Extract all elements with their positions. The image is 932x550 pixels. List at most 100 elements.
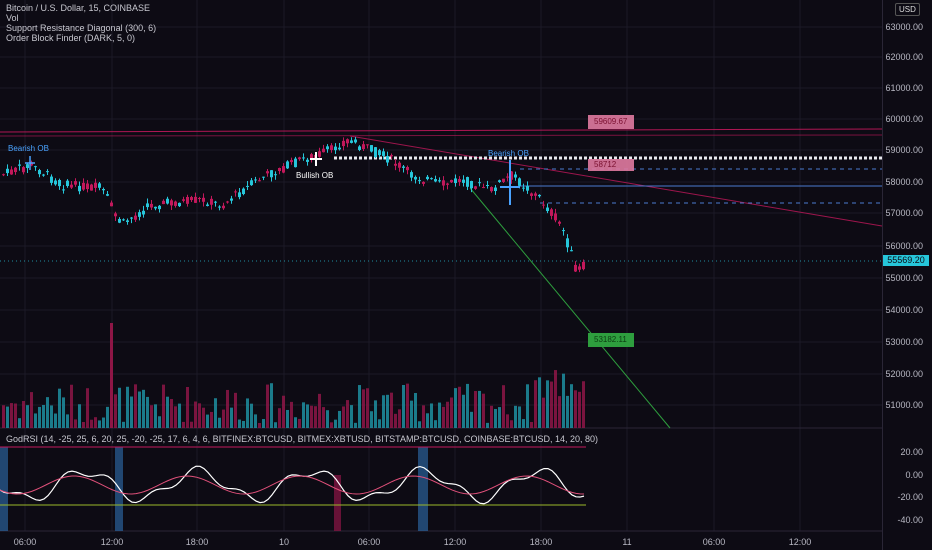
candle-body	[10, 169, 13, 175]
candle-body	[278, 167, 281, 172]
candle-body	[246, 185, 249, 187]
candle-body	[138, 212, 141, 217]
volume-bar	[378, 419, 381, 428]
candle-body	[526, 186, 529, 191]
resistance-line-2	[0, 134, 883, 137]
volume-bar	[158, 416, 161, 428]
volume-bar	[518, 406, 521, 428]
price-tick-label: 51000.00	[885, 400, 923, 410]
time-tick-label: 12:00	[788, 537, 812, 547]
candle-body	[442, 180, 445, 186]
srd-indicator-label[interactable]: Support Resistance Diagonal (300, 6)	[6, 23, 157, 33]
candle-body	[178, 202, 181, 207]
volume-bar	[514, 405, 517, 428]
volume-bar	[306, 404, 309, 428]
symbol-title[interactable]: Bitcoin / U.S. Dollar, 15, COINBASE	[6, 3, 151, 13]
volume-bar	[254, 414, 257, 428]
candle-body	[426, 176, 429, 180]
volume-bar	[114, 394, 117, 428]
candle-body	[286, 161, 289, 169]
price-tick-label: 55000.00	[885, 273, 923, 283]
candle-body	[382, 151, 385, 156]
volume-bar	[130, 396, 133, 428]
volume-bar	[90, 419, 93, 428]
candle-body	[550, 209, 553, 216]
volume-bar	[426, 413, 429, 428]
candle-body	[446, 183, 449, 185]
candle-body	[402, 166, 405, 168]
candle-body	[502, 178, 505, 182]
volume-bar	[434, 420, 437, 428]
volume-bar	[466, 383, 469, 428]
bearish-ob-marker-2	[500, 160, 520, 205]
price-axis[interactable]: 63000.00 62000.00 61000.00 60000.00 59000.00…	[882, 0, 932, 550]
resistance-price-box	[588, 115, 634, 129]
candle-body	[530, 193, 533, 196]
volume-bar	[394, 413, 397, 428]
volume-bar	[354, 422, 357, 428]
volume-bar	[110, 323, 113, 428]
candle-body	[98, 183, 101, 188]
support-price-box	[588, 333, 634, 347]
resistance-price-label: 59609.67	[594, 117, 628, 126]
volume-bar	[270, 383, 273, 428]
candle-body	[210, 198, 213, 205]
volume-bar	[554, 370, 557, 428]
volume-bar	[218, 417, 221, 428]
candle-body	[582, 261, 585, 270]
candle-body	[574, 264, 577, 272]
volume-bar	[134, 384, 137, 428]
candle-body	[494, 187, 497, 192]
volume-bar	[490, 405, 493, 428]
candle-body	[438, 180, 441, 182]
volume-bar	[10, 403, 13, 428]
candle-body	[478, 182, 481, 184]
volume-bar	[38, 406, 41, 428]
candle-body	[326, 146, 329, 150]
volume-bar	[330, 422, 333, 428]
volume-bar	[462, 394, 465, 428]
candle-body	[542, 204, 545, 206]
diagonal-support	[469, 187, 671, 429]
currency-button[interactable]: USD	[895, 3, 920, 16]
price-tick-label: 53000.00	[885, 337, 923, 347]
candle-body	[546, 207, 549, 212]
candle-body	[54, 180, 57, 185]
candle-body	[150, 203, 153, 208]
volume-bar	[66, 414, 69, 428]
volume-bar	[18, 418, 21, 428]
volume-bar	[30, 392, 33, 428]
candle-body	[14, 167, 17, 173]
volume-bar	[482, 393, 485, 428]
candle-body	[202, 197, 205, 202]
candle-body	[302, 157, 305, 159]
vol-indicator-label[interactable]: Vol	[6, 13, 19, 23]
candle-body	[206, 204, 209, 206]
candle-body	[110, 202, 113, 207]
rsi-tick-label: -40.00	[897, 515, 923, 525]
volume-bar	[2, 405, 5, 428]
candle-body	[222, 205, 225, 209]
candle-body	[518, 178, 521, 186]
candle-body	[22, 167, 25, 173]
rsi-legend[interactable]: GodRSI (14, -25, 25, 6, 20, 25, -20, -25…	[6, 434, 599, 444]
volume-bar	[526, 384, 529, 428]
volume-bar	[474, 391, 477, 428]
candle-body	[454, 178, 457, 184]
price-tick-label: 56000.00	[885, 241, 923, 251]
volume-bar	[26, 405, 29, 428]
volume-bar	[162, 384, 165, 428]
volume-bar	[274, 422, 277, 428]
volume-bar	[106, 406, 109, 428]
volume-bar	[406, 383, 409, 428]
candle-body	[334, 146, 337, 151]
candle-body	[510, 171, 513, 180]
candle-body	[134, 215, 137, 220]
support-price-label: 53182.11	[594, 335, 627, 344]
volume-bar	[342, 406, 345, 428]
volume-bar	[458, 386, 461, 428]
obf-indicator-label[interactable]: Order Block Finder (DARK, 5, 0)	[6, 33, 136, 43]
candle-body	[74, 181, 77, 185]
candle-body	[102, 189, 105, 191]
